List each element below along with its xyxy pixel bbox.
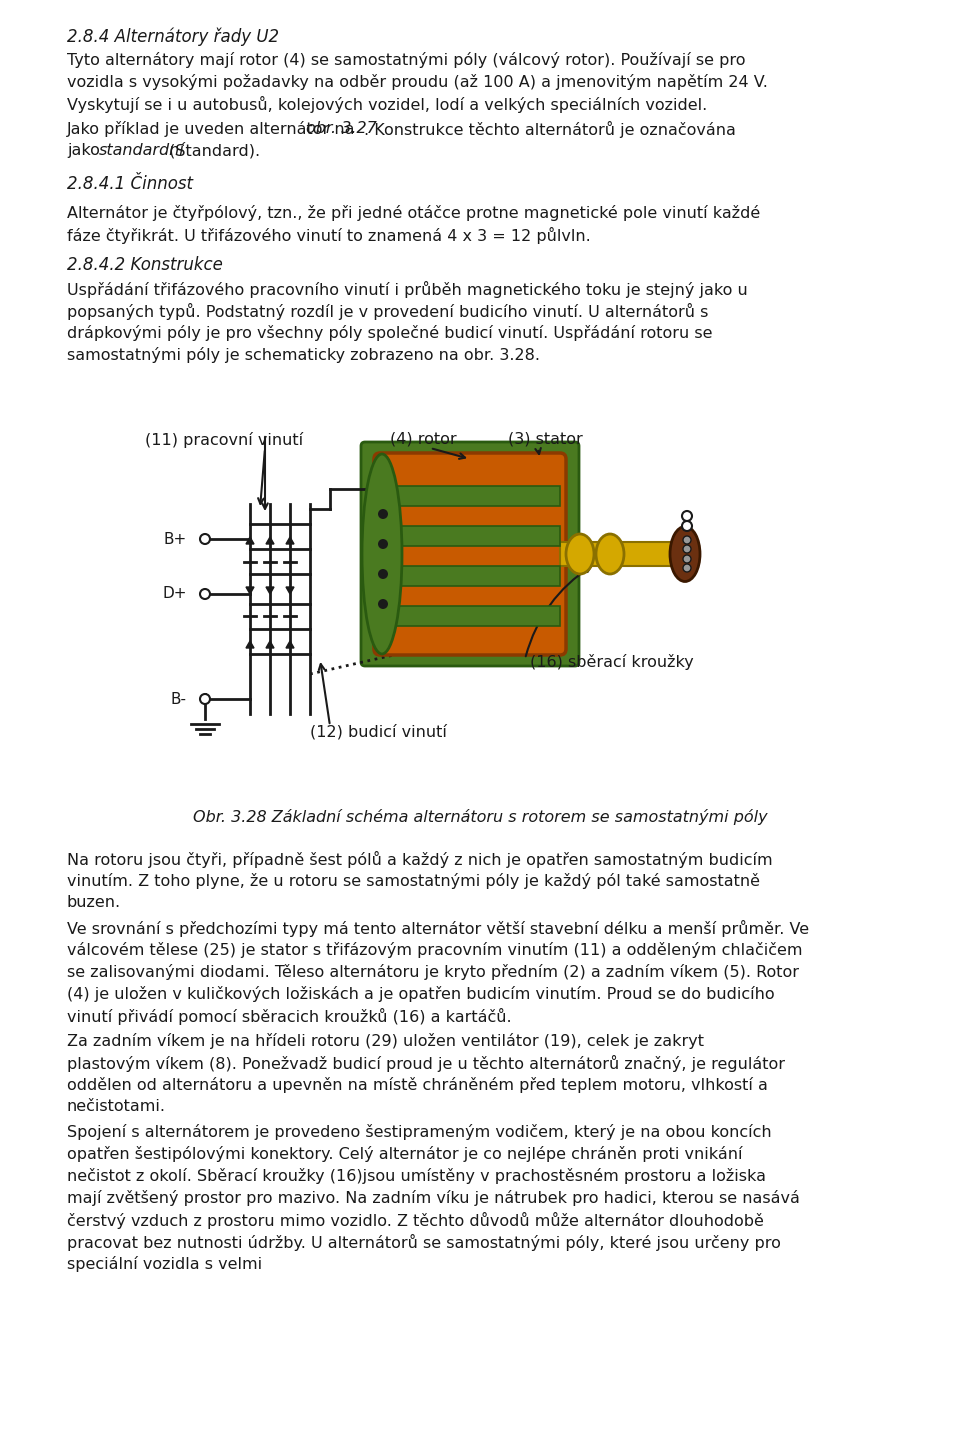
Text: standardní: standardní — [99, 143, 185, 158]
Text: popsaných typů. Podstatný rozdíl je v provedení budicího vinutí. U alternátorů s: popsaných typů. Podstatný rozdíl je v pr… — [67, 304, 708, 319]
Ellipse shape — [596, 534, 624, 574]
Circle shape — [682, 521, 692, 531]
Text: (4) rotor: (4) rotor — [390, 432, 457, 447]
Circle shape — [683, 556, 691, 563]
Text: plastovým víkem (8). Ponežvadž budicí proud je u těchto alternátorů značný, je r: plastovým víkem (8). Ponežvadž budicí pr… — [67, 1055, 785, 1073]
Text: speciální vozidla s velmi: speciální vozidla s velmi — [67, 1256, 262, 1272]
Text: pracovat bez nutnosti údržby. U alternátorů se samostatnými póly, které jsou urč: pracovat bez nutnosti údržby. U alternát… — [67, 1234, 780, 1252]
Bar — [380, 566, 560, 586]
Text: D+: D+ — [162, 587, 187, 601]
Circle shape — [683, 564, 691, 571]
Text: vinutím. Z toho plyne, že u rotoru se samostatnými póly je každý pól také samost: vinutím. Z toho plyne, že u rotoru se sa… — [67, 874, 760, 889]
Text: 2.8.4 Alternátory řady U2: 2.8.4 Alternátory řady U2 — [67, 29, 279, 46]
Polygon shape — [286, 587, 294, 594]
Text: drápkovými póly je pro všechny póly společné budicí vinutí. Uspřádání rotoru se: drápkovými póly je pro všechny póly spol… — [67, 325, 712, 341]
Text: 2.8.4.2 Konstrukce: 2.8.4.2 Konstrukce — [67, 256, 223, 274]
Text: Ve srovnání s předchozími typy má tento alternátor větší stavební délku a menší : Ve srovnání s předchozími typy má tento … — [67, 919, 809, 937]
Polygon shape — [246, 537, 254, 544]
Text: fáze čtyřikrát. U třifázového vinutí to znamená 4 x 3 = 12 půlvln.: fáze čtyřikrát. U třifázového vinutí to … — [67, 228, 590, 243]
Text: (12) budicí vinutí: (12) budicí vinutí — [310, 725, 446, 739]
Text: opatřen šestipólovými konektory. Celý alternátor je co nejlépe chráněn proti vni: opatřen šestipólovými konektory. Celý al… — [67, 1146, 742, 1161]
Text: Jako příklad je uveden alternátor na: Jako příklad je uveden alternátor na — [67, 120, 361, 137]
Circle shape — [200, 695, 210, 705]
Polygon shape — [266, 587, 274, 594]
FancyBboxPatch shape — [361, 442, 579, 666]
Text: obr. 3.27: obr. 3.27 — [305, 120, 376, 136]
Text: . Konstrukce těchto alternátorů je označována: . Konstrukce těchto alternátorů je označ… — [364, 120, 735, 137]
Polygon shape — [246, 642, 254, 649]
Text: B-: B- — [171, 692, 187, 706]
Polygon shape — [286, 642, 294, 649]
Text: oddělen od alternátoru a upevněn na místě chráněném před teplem motoru, vlhkostí: oddělen od alternátoru a upevněn na míst… — [67, 1077, 768, 1093]
FancyBboxPatch shape — [374, 453, 566, 654]
Text: (3) stator: (3) stator — [508, 432, 583, 447]
Text: jako: jako — [67, 143, 105, 158]
Bar — [380, 526, 560, 546]
Ellipse shape — [670, 527, 700, 581]
Circle shape — [378, 508, 388, 518]
Circle shape — [682, 511, 692, 521]
Text: Tyto alternátory mají rotor (4) se samostatnými póly (válcový rotor). Používají : Tyto alternátory mají rotor (4) se samos… — [67, 52, 746, 67]
Text: nečistot z okolí. Sběrací kroužky (16)jsou umístěny v prachostěsném prostoru a l: nečistot z okolí. Sběrací kroužky (16)js… — [67, 1169, 766, 1184]
Polygon shape — [266, 537, 274, 544]
Text: Uspřádání třifázového pracovního vinutí i průběh magnetického toku je stejný jak: Uspřádání třifázového pracovního vinutí … — [67, 281, 748, 298]
Text: (4) je uložen v kuličkových ložiskách a je opatřen budicím vinutím. Proud se do : (4) je uložen v kuličkových ložiskách a … — [67, 987, 775, 1002]
Circle shape — [683, 546, 691, 553]
Ellipse shape — [362, 454, 402, 654]
Ellipse shape — [566, 534, 594, 574]
Text: (Standard).: (Standard). — [164, 143, 260, 158]
Bar — [560, 541, 680, 566]
Text: 2.8.4.1 Činnost: 2.8.4.1 Činnost — [67, 175, 193, 193]
Text: B+: B+ — [164, 531, 187, 547]
Text: (16) sběrací kroužky: (16) sběrací kroužky — [530, 654, 694, 670]
Text: čerstvý vzduch z prostoru mimo vozidlo. Z těchto důvodů může alternátor dlouhodo: čerstvý vzduch z prostoru mimo vozidlo. … — [67, 1211, 764, 1229]
Circle shape — [378, 569, 388, 579]
Text: nečistotami.: nečistotami. — [67, 1098, 166, 1114]
Text: samostatnými póly je schematicky zobrazeno na obr. 3.28.: samostatnými póly je schematicky zobraze… — [67, 347, 540, 362]
Text: mají zvětšený prostor pro mazivo. Na zadním víku je nátrubek pro hadici, kterou : mají zvětšený prostor pro mazivo. Na zad… — [67, 1190, 800, 1206]
Circle shape — [378, 599, 388, 609]
Polygon shape — [286, 537, 294, 544]
Text: vozidla s vysokými požadavky na odběr proudu (až 100 A) a jmenovitým napětím 24 : vozidla s vysokými požadavky na odběr pr… — [67, 74, 768, 90]
Polygon shape — [246, 587, 254, 594]
Text: Alternátor je čtyřpólový, tzn., že při jedné otáčce protne magnetické pole vinut: Alternátor je čtyřpólový, tzn., že při j… — [67, 205, 760, 221]
Circle shape — [200, 589, 210, 599]
Text: Na rotoru jsou čtyři, případně šest pólů a každý z nich je opatřen samostatným b: Na rotoru jsou čtyři, případně šest pólů… — [67, 851, 773, 868]
Circle shape — [200, 534, 210, 544]
Text: (11) pracovní vinutí: (11) pracovní vinutí — [145, 432, 303, 448]
Text: Vyskytují se i u autobusů, kolejových vozidel, lodí a velkých speciálních vozide: Vyskytují se i u autobusů, kolejových vo… — [67, 96, 708, 113]
Bar — [380, 485, 560, 505]
Polygon shape — [266, 642, 274, 649]
Text: vinutí přivádí pomocí sběracich kroužků (16) a kartáčů.: vinutí přivádí pomocí sběracich kroužků … — [67, 1008, 512, 1025]
Text: se zalisovanými diodami. Těleso alternátoru je kryto předním (2) a zadním víkem : se zalisovanými diodami. Těleso alternát… — [67, 964, 799, 979]
Text: Obr. 3.28 Základní schéma alternátoru s rotorem se samostatnými póly: Obr. 3.28 Základní schéma alternátoru s … — [193, 809, 767, 825]
Text: Spojení s alternátorem je provedeno šestiprameným vodičem, který je na obou konc: Spojení s alternátorem je provedeno šest… — [67, 1124, 772, 1140]
Text: válcovém tělese (25) je stator s třifázovým pracovním vinutím (11) a odděleným c: válcovém tělese (25) je stator s třifázo… — [67, 942, 803, 958]
Text: buzen.: buzen. — [67, 895, 121, 909]
Circle shape — [378, 538, 388, 548]
Bar — [380, 606, 560, 626]
Circle shape — [683, 536, 691, 544]
Text: Za zadním víkem je na hřídeli rotoru (29) uložen ventilátor (19), celek je zakry: Za zadním víkem je na hřídeli rotoru (29… — [67, 1032, 704, 1050]
